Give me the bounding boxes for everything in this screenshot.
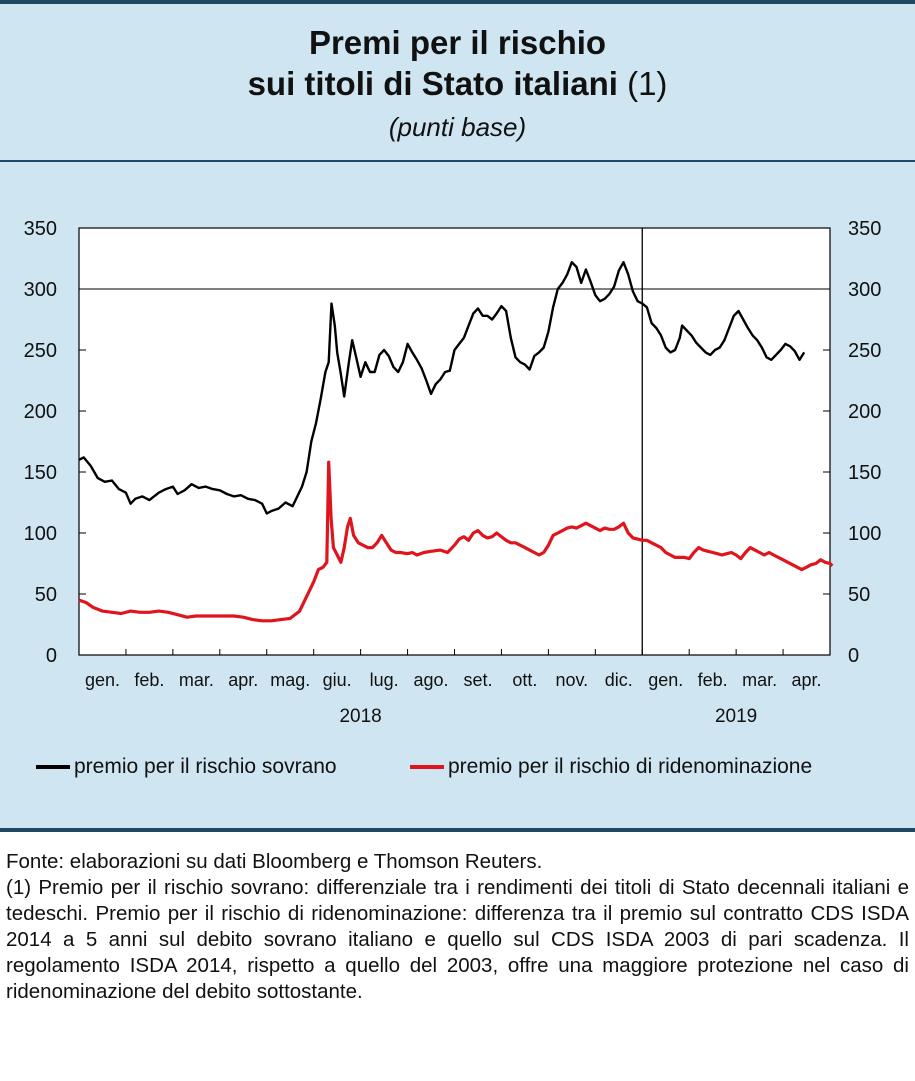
y-tick-label-left: 50 (35, 584, 57, 606)
chart-title-note: (1) (627, 65, 668, 102)
chart-title-line2: sui titoli di Stato italiani (1) (0, 65, 915, 103)
y-tick-label-left: 100 (24, 523, 57, 545)
x-tick-label-month: set. (463, 670, 492, 690)
y-tick-label-right: 250 (848, 340, 881, 362)
x-tick-label-month: feb. (134, 670, 164, 690)
y-tick-label-right: 50 (848, 584, 870, 606)
x-tick-label-month: dic. (605, 670, 633, 690)
y-tick-label-left: 300 (24, 279, 57, 301)
y-tick-label-left: 0 (46, 645, 57, 667)
legend-label-sovereign: premio per il rischio sovrano (74, 755, 337, 778)
x-tick-label-month: ott. (512, 670, 537, 690)
line-chart: 0 0 50 50 100 100 150 150 200 200 250 250 300 300 350 3… (24, 218, 882, 727)
y-tick-label-right: 300 (848, 279, 881, 301)
x-tick-label-month: giu. (323, 670, 352, 690)
footnotes: Fonte: elaborazioni su dati Bloomberg e … (6, 849, 909, 1005)
legend-item-sovereign: premio per il rischio sovrano (36, 752, 337, 782)
source-note: Fonte: elaborazioni su dati Bloomberg e … (6, 850, 543, 873)
plot-area (78, 227, 831, 656)
legend-swatch-sovereign (36, 765, 70, 769)
x-tick-label-month: lug. (370, 670, 399, 690)
y-tick-label-right: 200 (848, 401, 881, 423)
legend-label-redenomination: premio per il rischio di ridenominazione (448, 755, 813, 778)
legend-item-redenomination: premio per il rischio di ridenominazione (410, 752, 812, 782)
x-year-label-2018: 2018 (339, 706, 381, 727)
legend-swatch-redenomination (410, 765, 444, 769)
x-tick-label-month: mar. (742, 670, 777, 690)
series-line-sovereign (78, 261, 806, 515)
chart-title-main: sui titoli di Stato italiani (247, 65, 618, 102)
y-tick-label-left: 250 (24, 340, 57, 362)
x-tick-label-month: apr. (792, 670, 822, 690)
chart-title-line1: Premi per il rischio (308, 24, 607, 61)
y-tick-label-right: 350 (848, 218, 881, 240)
top-rule (0, 0, 915, 4)
y-tick-label-left: 350 (24, 218, 57, 240)
x-tick-label-month: feb. (698, 670, 728, 690)
x-tick-label-month: ago. (414, 670, 449, 690)
x-tick-label-month: mar. (179, 670, 214, 690)
chart-subtitle: (punti base) (388, 112, 527, 142)
x-tick-label-month: apr. (228, 670, 258, 690)
footnote-1: (1) Premio per il rischio sovrano: diffe… (6, 876, 909, 1003)
x-tick-label-month: nov. (556, 670, 589, 690)
y-tick-label-right: 100 (848, 523, 881, 545)
y-tick-label-left: 150 (24, 462, 57, 484)
x-tick-label-month: gen. (648, 670, 683, 690)
bottom-rule (0, 828, 915, 832)
x-year-label-2019: 2019 (715, 706, 757, 727)
series-line-redenomination (78, 460, 834, 623)
y-tick-label-right: 150 (848, 462, 881, 484)
header-divider (0, 160, 915, 162)
y-tick-label-right: 0 (848, 645, 859, 667)
x-tick-label-month: gen. (85, 670, 120, 690)
x-tick-label-month: mag. (270, 670, 310, 690)
y-tick-label-left: 200 (24, 401, 57, 423)
